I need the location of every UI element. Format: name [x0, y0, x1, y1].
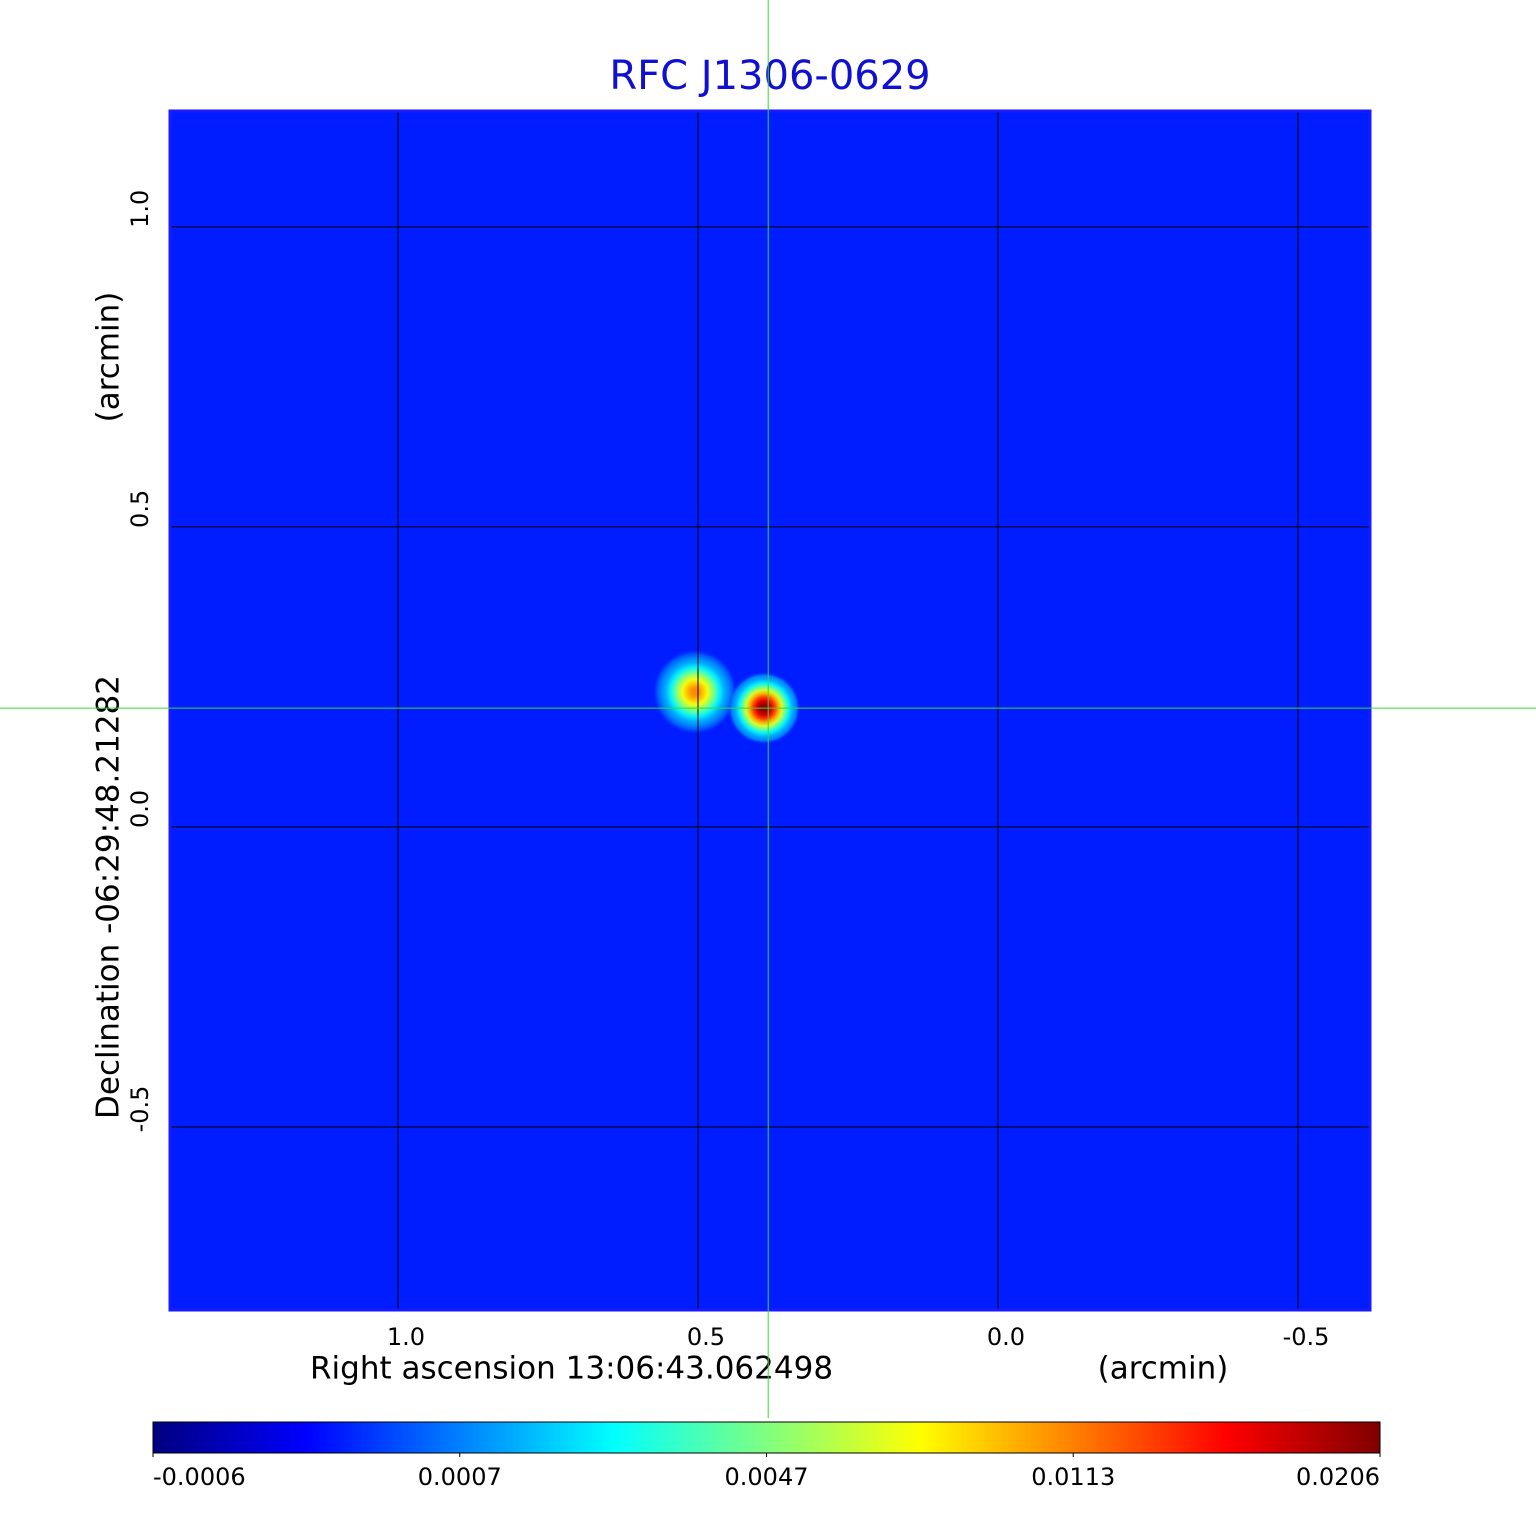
colorbar-tick-label: 0.0206 [1296, 1463, 1380, 1491]
x-tick-label: 1.0 [387, 1323, 425, 1351]
x-axis-unit: (arcmin) [1098, 1351, 1229, 1387]
y-tick-label: 0.5 [126, 490, 154, 528]
source-blob [653, 649, 737, 734]
chart-title: RFC J1306-0629 [609, 53, 930, 99]
colorbar-tick-label: 0.0113 [1031, 1463, 1115, 1491]
y-axis-label: Declination -06:29:48.21282 [91, 675, 127, 1119]
x-tick-label: -0.5 [1283, 1323, 1330, 1351]
colorbar-tick-label: 0.0047 [725, 1463, 809, 1491]
colorbar-tick-label: -0.0006 [153, 1463, 246, 1491]
image-frame [168, 109, 1372, 1312]
x-axis-label: Right ascension 13:06:43.062498 [310, 1351, 833, 1387]
colorbar-tick-label: 0.0007 [418, 1463, 502, 1491]
x-tick-label: 0.5 [687, 1323, 725, 1351]
y-tick-label: 1.0 [126, 190, 154, 228]
y-axis-unit: (arcmin) [91, 292, 127, 423]
y-tick-label: 0.0 [126, 790, 154, 828]
y-tick-label: -0.5 [126, 1086, 154, 1133]
colorbar [152, 1421, 1381, 1454]
x-tick-label: 0.0 [987, 1323, 1025, 1351]
